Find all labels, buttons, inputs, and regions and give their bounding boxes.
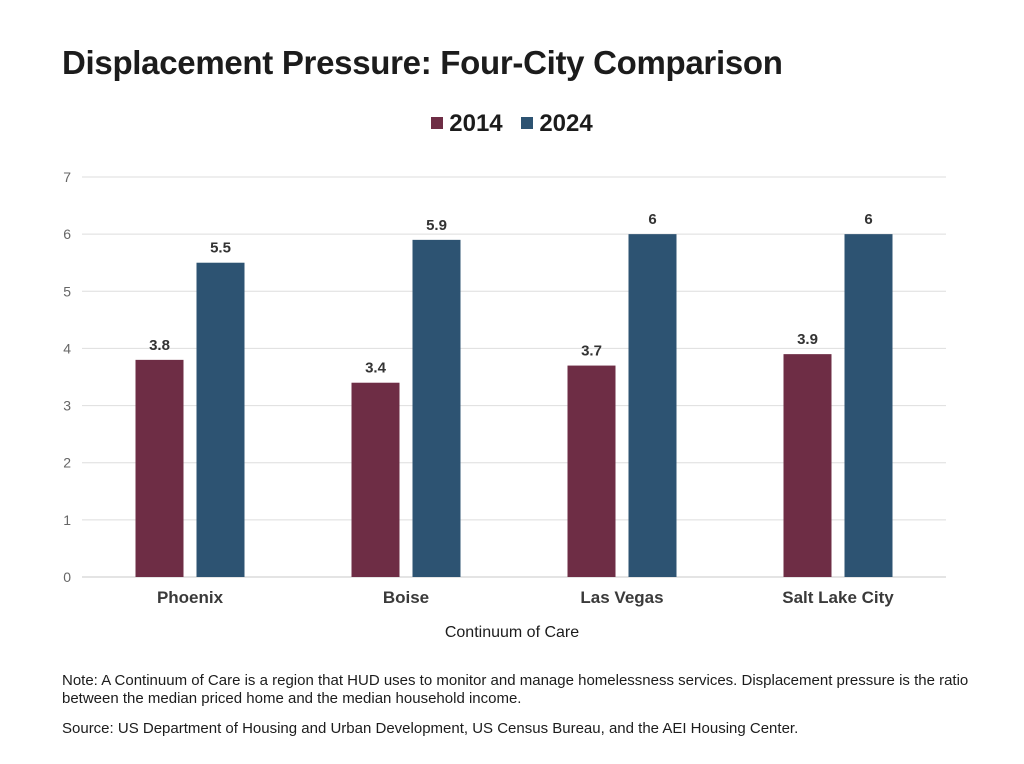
chart-legend: 2014 2024 [0, 110, 1024, 138]
chart-note: Note: A Continuum of Care is a region th… [62, 672, 969, 707]
y-tick-label: 1 [63, 512, 71, 528]
bar-2014 [135, 359, 184, 577]
legend-item-2024: 2024 [521, 110, 593, 138]
bar-2014 [783, 354, 832, 577]
data-label: 3.7 [581, 343, 602, 360]
y-tick-label: 4 [63, 340, 71, 356]
x-axis-ticks: Phoenix Boise Las Vegas Salt Lake City [157, 588, 894, 607]
y-tick-label: 3 [63, 398, 71, 414]
bar-2014 [351, 382, 400, 577]
data-label: 6 [648, 211, 656, 228]
x-tick-label: Phoenix [157, 588, 224, 607]
data-labels: 3.8 5.5 3.4 5.9 3.7 6 3.9 6 [149, 211, 873, 377]
x-tick-label: Las Vegas [580, 588, 663, 607]
x-tick-label: Boise [383, 588, 429, 607]
legend-item-2014: 2014 [431, 110, 503, 138]
legend-label-2014: 2014 [449, 110, 503, 137]
data-label: 5.9 [426, 217, 447, 234]
bar-2014 [567, 365, 616, 577]
data-label: 3.9 [797, 331, 818, 348]
data-label: 3.8 [149, 337, 170, 354]
bar-2024 [412, 239, 461, 577]
y-tick-label: 0 [63, 569, 71, 585]
y-tick-label: 7 [63, 169, 71, 185]
bar-2024 [844, 234, 893, 577]
bar-chart: 0 1 2 3 4 5 6 7 3.8 5.5 3.4 5.9 3.7 6 3.9 6 Phoenix Boi… [63, 169, 946, 607]
legend-swatch-2014 [431, 117, 444, 129]
bar-2024 [628, 234, 677, 577]
data-label: 3.4 [365, 360, 387, 377]
bars [135, 234, 893, 577]
data-label: 6 [864, 211, 872, 228]
y-tick-label: 6 [63, 226, 71, 242]
y-tick-label: 5 [63, 283, 71, 299]
legend-swatch-2024 [521, 117, 534, 129]
legend-label-2024: 2024 [539, 110, 593, 137]
chart-title: Displacement Pressure: Four-City Compari… [62, 44, 783, 81]
x-tick-label: Salt Lake City [782, 588, 894, 607]
x-axis-title: Continuum of Care [444, 624, 580, 641]
data-label: 5.5 [210, 240, 231, 257]
y-axis-ticks: 0 1 2 3 4 5 6 7 [63, 169, 71, 585]
chart-source: Source: US Department of Housing and Urb… [62, 720, 799, 737]
y-tick-label: 2 [63, 455, 71, 471]
bar-2024 [196, 262, 245, 577]
